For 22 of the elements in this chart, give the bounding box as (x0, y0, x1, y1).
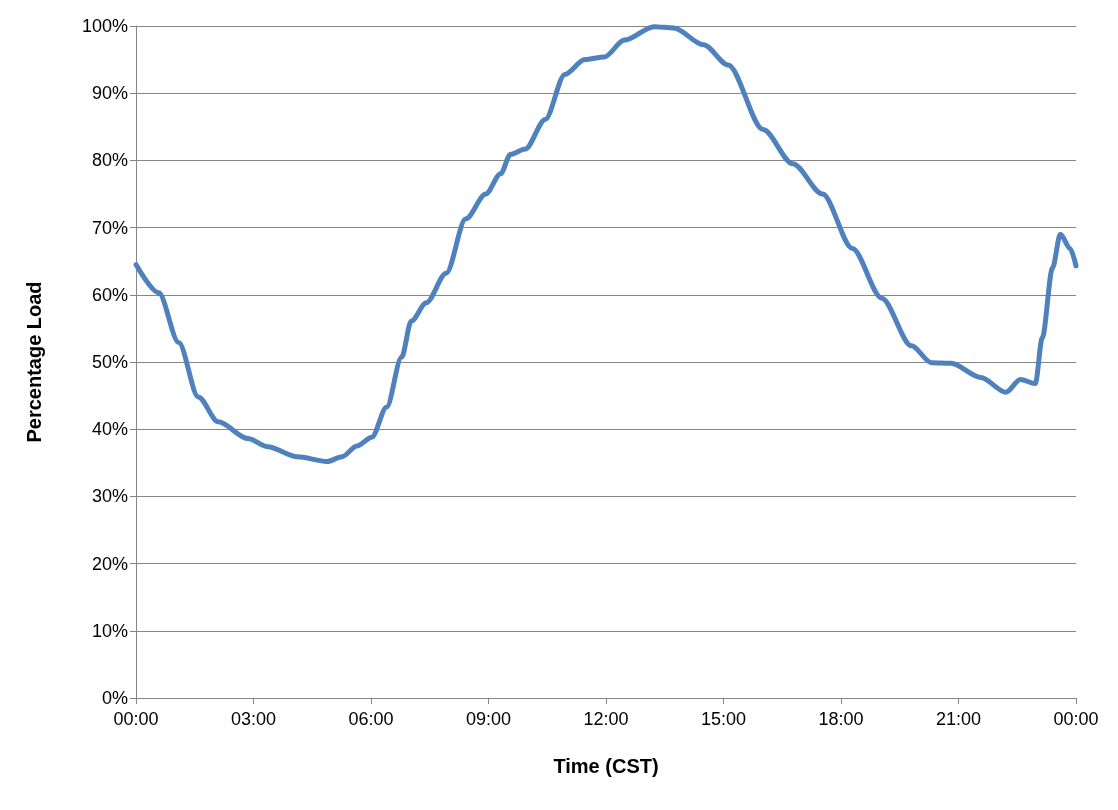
x-tick-label: 00:00 (113, 709, 159, 729)
y-tick-label: 20% (91, 553, 128, 574)
y-axis-title: Percentage Load (23, 281, 45, 443)
y-tick-label: 0% (101, 688, 128, 708)
x-tick-label: 21:00 (935, 709, 982, 729)
x-tick-label: 00:00 (1053, 709, 1099, 729)
y-tick-label: 80% (91, 150, 128, 171)
x-axis-title: Time (CST) (553, 755, 659, 777)
y-tick-label: 100% (81, 16, 128, 36)
x-tick-label: 03:00 (230, 709, 277, 729)
y-tick-label: 90% (91, 83, 128, 104)
x-tick-label: 18:00 (818, 709, 864, 729)
x-tick-label: 15:00 (700, 709, 747, 729)
x-tick-label: 09:00 (465, 709, 512, 729)
x-tick-label: 06:00 (348, 709, 394, 729)
x-tick-label: 12:00 (583, 709, 629, 729)
y-tick-label: 40% (91, 419, 128, 440)
y-tick-label: 70% (91, 217, 128, 238)
y-tick-label: 60% (91, 284, 128, 305)
y-tick-label: 50% (91, 352, 128, 372)
y-tick-label: 30% (91, 486, 128, 507)
y-tick-label: 10% (91, 620, 128, 641)
